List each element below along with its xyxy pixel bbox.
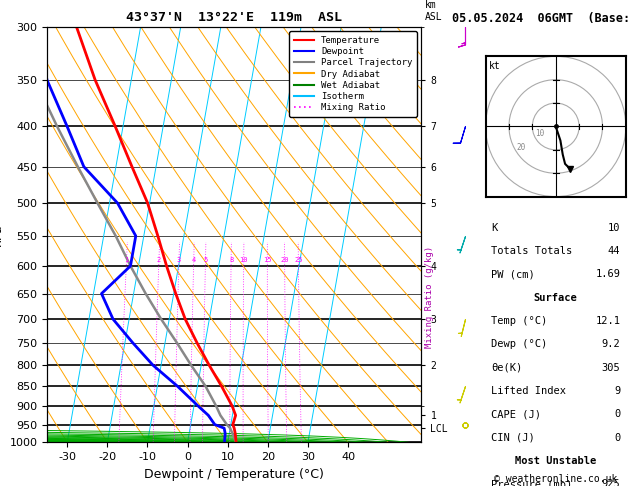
Text: 1.69: 1.69 — [595, 269, 620, 279]
Text: 925: 925 — [601, 479, 620, 486]
Text: Lifted Index: Lifted Index — [491, 386, 566, 396]
Text: 3: 3 — [177, 257, 181, 263]
Text: CAPE (J): CAPE (J) — [491, 409, 541, 419]
Text: CIN (J): CIN (J) — [491, 433, 535, 443]
Text: © weatheronline.co.uk: © weatheronline.co.uk — [494, 473, 618, 484]
Text: θe(K): θe(K) — [491, 363, 523, 373]
Text: 25: 25 — [294, 257, 303, 263]
Title: 43°37'N  13°22'E  119m  ASL: 43°37'N 13°22'E 119m ASL — [126, 11, 342, 24]
Text: km
ASL: km ASL — [425, 0, 442, 22]
Text: 20: 20 — [516, 143, 525, 152]
X-axis label: Dewpoint / Temperature (°C): Dewpoint / Temperature (°C) — [145, 468, 324, 481]
Text: 10: 10 — [608, 223, 620, 233]
Text: kt: kt — [488, 61, 500, 70]
Text: Dewp (°C): Dewp (°C) — [491, 339, 547, 349]
Text: 10: 10 — [240, 257, 248, 263]
Text: Pressure (mb): Pressure (mb) — [491, 479, 572, 486]
Legend: Temperature, Dewpoint, Parcel Trajectory, Dry Adiabat, Wet Adiabat, Isotherm, Mi: Temperature, Dewpoint, Parcel Trajectory… — [289, 31, 417, 117]
Text: Temp (°C): Temp (°C) — [491, 316, 547, 326]
Text: 0: 0 — [614, 409, 620, 419]
Text: 05.05.2024  06GMT  (Base: 12): 05.05.2024 06GMT (Base: 12) — [452, 12, 629, 25]
Text: 20: 20 — [281, 257, 289, 263]
Text: 44: 44 — [608, 246, 620, 256]
Text: PW (cm): PW (cm) — [491, 269, 535, 279]
Text: 0: 0 — [614, 433, 620, 443]
Text: 5: 5 — [203, 257, 208, 263]
Text: 2: 2 — [157, 257, 161, 263]
Text: 9.2: 9.2 — [601, 339, 620, 349]
Y-axis label: hPa: hPa — [0, 223, 4, 246]
Text: 8: 8 — [229, 257, 233, 263]
Text: 305: 305 — [601, 363, 620, 373]
Text: Surface: Surface — [534, 293, 577, 303]
Text: Totals Totals: Totals Totals — [491, 246, 572, 256]
Text: Mixing Ratio (g/kg): Mixing Ratio (g/kg) — [425, 246, 433, 348]
Text: 12.1: 12.1 — [595, 316, 620, 326]
Text: 10: 10 — [535, 129, 544, 138]
Text: K: K — [491, 223, 498, 233]
Text: 1: 1 — [125, 257, 129, 263]
Text: 15: 15 — [263, 257, 272, 263]
Text: 9: 9 — [614, 386, 620, 396]
Text: 4: 4 — [192, 257, 196, 263]
Text: Most Unstable: Most Unstable — [515, 456, 596, 466]
